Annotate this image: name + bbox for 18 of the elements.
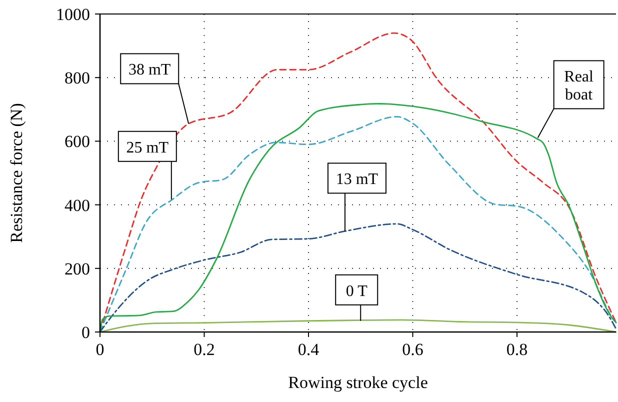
x-axis-title: Rowing stroke cycle <box>288 373 428 392</box>
annotation: 25 mT <box>126 139 169 156</box>
x-tick-label: 0.6 <box>402 340 424 359</box>
y-tick-label: 0 <box>82 322 90 342</box>
annotation: Real boat <box>564 68 594 104</box>
y-tick-label: 200 <box>64 259 90 278</box>
y-tick-label: 400 <box>64 196 90 215</box>
annotation: 13 mT <box>336 171 378 188</box>
annotation: 38 mT <box>128 62 171 79</box>
x-tick-label: 0 <box>96 340 104 359</box>
x-tick-label: 0.4 <box>298 340 320 359</box>
y-tick-label: 600 <box>64 132 90 152</box>
annotation: 0 T <box>346 282 368 300</box>
x-tick-label: 0.2 <box>194 340 215 359</box>
y-tick-label: 800 <box>64 68 90 88</box>
y-axis-title: Resistance force (N) <box>7 103 26 243</box>
y-tick-label: 1000 <box>56 4 90 24</box>
x-tick-label: 0.8 <box>506 340 528 359</box>
